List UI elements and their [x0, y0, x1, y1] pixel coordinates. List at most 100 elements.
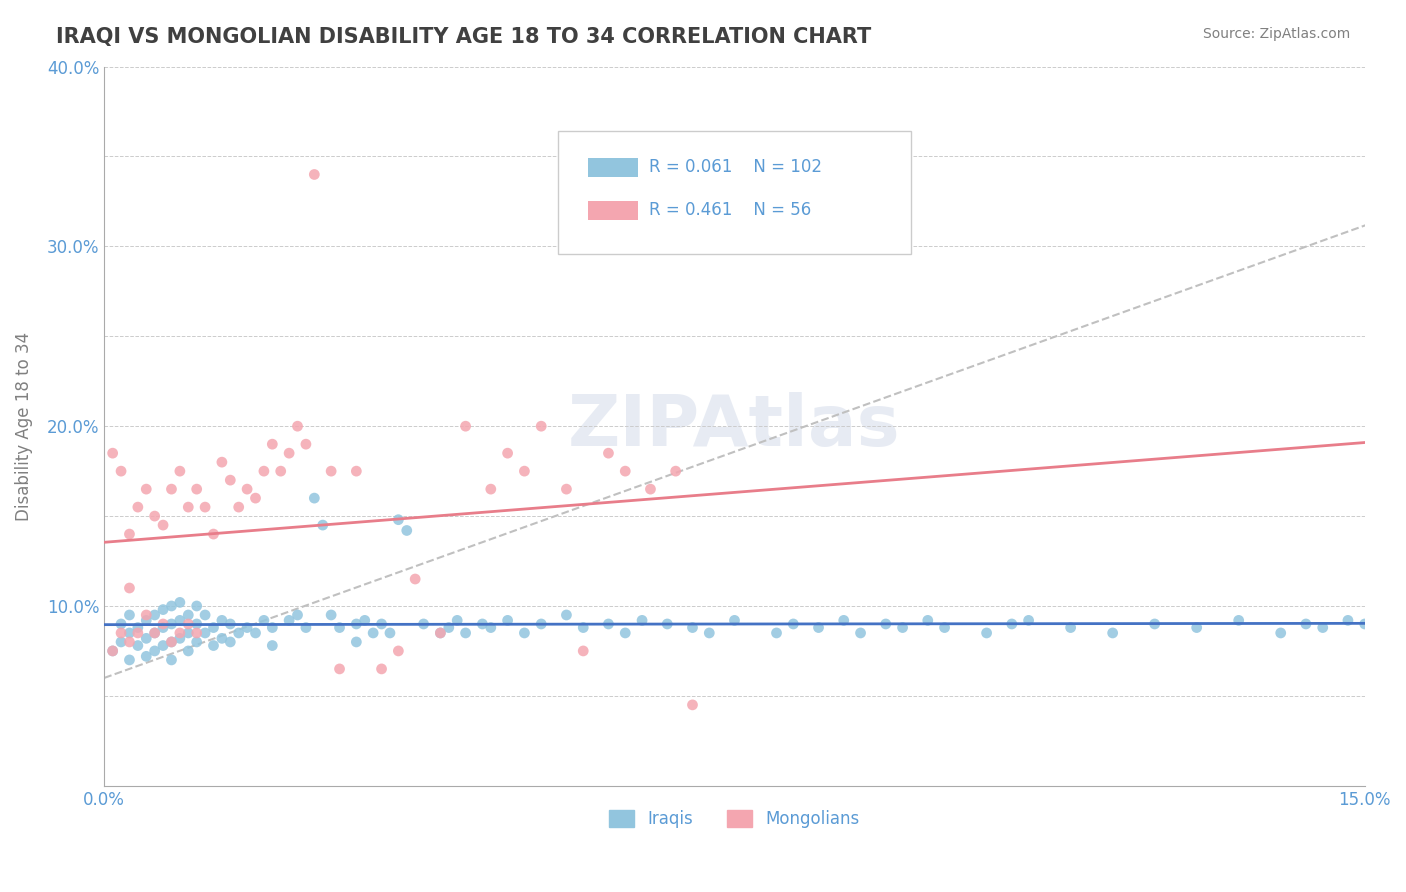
Point — [278, 613, 301, 627]
Point — [262, 437, 284, 451]
Point — [614, 626, 637, 640]
Point — [513, 464, 536, 478]
Point — [152, 518, 174, 533]
Point — [328, 662, 350, 676]
Point — [429, 626, 451, 640]
Point — [194, 500, 217, 514]
Point — [262, 621, 284, 635]
Point — [186, 599, 208, 613]
Point — [186, 482, 208, 496]
Point — [211, 613, 233, 627]
Point — [614, 464, 637, 478]
Point — [160, 635, 183, 649]
Point — [454, 626, 477, 640]
Point — [665, 464, 688, 478]
FancyBboxPatch shape — [558, 131, 911, 253]
FancyBboxPatch shape — [588, 158, 638, 177]
Point — [101, 644, 124, 658]
Point — [118, 607, 141, 622]
Point — [1371, 626, 1393, 640]
Point — [321, 607, 343, 622]
Point — [412, 617, 434, 632]
Point — [479, 482, 502, 496]
Point — [253, 464, 276, 478]
Point — [782, 617, 804, 632]
Point — [295, 621, 318, 635]
Point — [118, 626, 141, 640]
Point — [262, 639, 284, 653]
Point — [437, 621, 460, 635]
Point — [160, 653, 183, 667]
Point — [236, 482, 259, 496]
Point — [245, 491, 267, 505]
Point — [1101, 626, 1123, 640]
Point — [152, 621, 174, 635]
Point — [454, 419, 477, 434]
Point — [1018, 613, 1040, 627]
Point — [194, 626, 217, 640]
Point — [1227, 613, 1250, 627]
Point — [1396, 621, 1406, 635]
Point — [202, 527, 225, 541]
Point — [152, 639, 174, 653]
Point — [160, 482, 183, 496]
Point — [135, 613, 157, 627]
Point — [682, 698, 704, 712]
Point — [118, 653, 141, 667]
Point — [312, 518, 335, 533]
Point — [169, 632, 191, 646]
Point — [496, 446, 519, 460]
Point — [177, 500, 200, 514]
Point — [446, 613, 468, 627]
Point — [169, 626, 191, 640]
Point — [143, 626, 166, 640]
Point — [135, 649, 157, 664]
Point — [765, 626, 787, 640]
Point — [101, 446, 124, 460]
Point — [395, 524, 418, 538]
Point — [1312, 621, 1334, 635]
Point — [186, 617, 208, 632]
Point — [304, 491, 326, 505]
Point — [572, 644, 595, 658]
Point — [807, 621, 830, 635]
Point — [127, 500, 149, 514]
Point — [135, 482, 157, 496]
Point — [152, 602, 174, 616]
Point — [202, 621, 225, 635]
Point — [723, 613, 745, 627]
Point — [194, 607, 217, 622]
Point — [169, 464, 191, 478]
Point — [1001, 617, 1024, 632]
Y-axis label: Disability Age 18 to 34: Disability Age 18 to 34 — [15, 332, 32, 521]
Point — [657, 617, 679, 632]
Text: Source: ZipAtlas.com: Source: ZipAtlas.com — [1202, 27, 1350, 41]
Point — [186, 626, 208, 640]
Text: IRAQI VS MONGOLIAN DISABILITY AGE 18 TO 34 CORRELATION CHART: IRAQI VS MONGOLIAN DISABILITY AGE 18 TO … — [56, 27, 872, 46]
Point — [555, 607, 578, 622]
Legend: Iraqis, Mongolians: Iraqis, Mongolians — [603, 804, 866, 835]
Point — [370, 617, 392, 632]
Point — [219, 473, 242, 487]
Point — [228, 626, 250, 640]
Point — [270, 464, 292, 478]
Point — [513, 626, 536, 640]
Point — [344, 635, 367, 649]
Point — [143, 607, 166, 622]
Point — [169, 595, 191, 609]
Point — [295, 437, 318, 451]
Text: R = 0.461    N = 56: R = 0.461 N = 56 — [650, 202, 811, 219]
Point — [110, 617, 132, 632]
Point — [169, 613, 191, 627]
Point — [682, 621, 704, 635]
Point — [287, 419, 309, 434]
Point — [211, 632, 233, 646]
Point — [1185, 621, 1208, 635]
Text: R = 0.061    N = 102: R = 0.061 N = 102 — [650, 158, 823, 177]
Point — [219, 617, 242, 632]
Point — [1337, 613, 1360, 627]
Point — [353, 613, 375, 627]
Point — [344, 464, 367, 478]
Point — [849, 626, 872, 640]
Point — [832, 613, 855, 627]
